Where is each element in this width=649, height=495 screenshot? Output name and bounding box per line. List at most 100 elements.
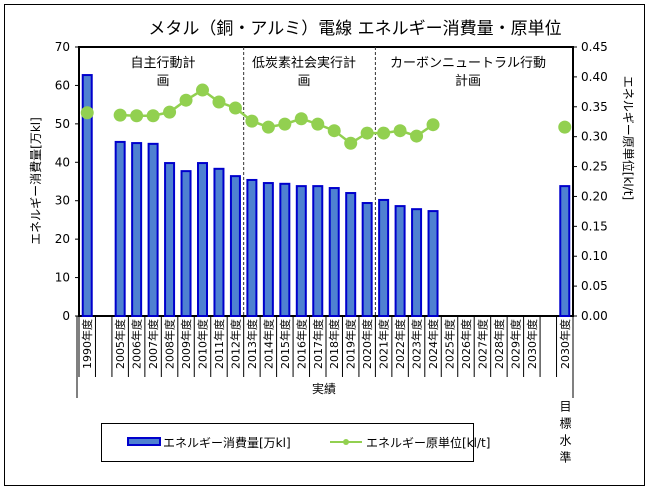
y-left-tick-label: 40 (55, 155, 70, 169)
period-label: 計画 (455, 73, 481, 89)
bar-20 (411, 208, 423, 317)
legend-line-marker (343, 439, 349, 445)
x-tick-label: 2026年度 (459, 319, 473, 369)
x-tick-label: 2023年度 (410, 319, 424, 369)
x-tick-label: 2024年度 (426, 319, 440, 369)
line-point-10 (245, 114, 259, 128)
bar-17 (361, 202, 373, 318)
y-left-tick-label: 30 (55, 194, 70, 208)
y-left-tick-label: 70 (55, 40, 70, 54)
x-tick-label: 2007年度 (146, 319, 160, 369)
x-tick-label: 2021年度 (377, 319, 391, 369)
x-tick-label: 2017年度 (311, 319, 325, 369)
line-point-20 (410, 129, 424, 143)
x-tick-label: 2030年度 (558, 319, 572, 369)
y-right-tick-label: 0.25 (581, 160, 608, 174)
y-left-tick-label: 20 (55, 232, 70, 246)
group-label-actual: 実績 (312, 381, 336, 396)
chart-border (4, 4, 645, 486)
x-tick-label: 2028年度 (492, 319, 506, 369)
y-left-tick-label: 10 (55, 271, 70, 285)
x-tick-label: 2022年度 (393, 319, 407, 369)
line-point-16 (344, 136, 358, 150)
bar-8 (213, 167, 225, 317)
x-tick-label: 2027年度 (475, 319, 489, 369)
bar-5 (164, 162, 176, 317)
bar-6 (180, 170, 192, 317)
bar-18 (378, 198, 390, 317)
line-point-2 (113, 108, 127, 122)
bar-13 (295, 185, 307, 317)
y-right-tick-label: 0.20 (581, 189, 608, 203)
y-left-tick-label: 0 (62, 309, 70, 323)
x-tick-label: 2011年度 (212, 319, 226, 369)
line-point-0 (80, 106, 94, 120)
period-label: 画 (156, 74, 169, 89)
line-point-3 (130, 109, 144, 123)
x-tick-label: 2018年度 (327, 319, 341, 369)
y-right-tick-label: 0.30 (581, 130, 608, 144)
line-point-17 (360, 126, 374, 140)
line-point-15 (327, 124, 341, 138)
y-left-tick-label: 50 (55, 117, 70, 131)
period-label: 画 (297, 74, 310, 89)
bar-0 (81, 74, 93, 317)
legend-bar-swatch (127, 437, 161, 446)
x-tick-label: 2005年度 (113, 319, 127, 369)
x-tick-label: 2009年度 (179, 319, 193, 369)
bar-10 (246, 178, 258, 317)
bar-15 (328, 187, 340, 317)
x-tick-label: 2019年度 (344, 319, 358, 369)
x-tick-label: 2030年度 (525, 319, 539, 369)
x-tick-label: 1990年度 (80, 319, 94, 369)
y-right-tick-label: 0.15 (581, 219, 608, 233)
bar-12 (279, 182, 291, 317)
line-point-13 (294, 112, 308, 126)
line-point-9 (228, 101, 242, 115)
y-right-tick-label: 0.45 (581, 40, 608, 54)
bar-16 (345, 192, 357, 317)
line-point-21 (426, 118, 440, 132)
x-tick-label: 2014年度 (261, 319, 275, 369)
y-right-tick-label: 0.10 (581, 249, 608, 263)
bar-21 (427, 210, 439, 317)
x-tick-label: 2013年度 (245, 319, 259, 369)
line-point-14 (311, 117, 325, 131)
x-tick-label: 2015年度 (278, 319, 292, 369)
line-point-5 (163, 105, 177, 119)
chart-title: メタル（銅・アルミ）電線 エネルギー消費量・原単位 (148, 19, 561, 39)
y-right-tick-label: 0.35 (581, 100, 608, 114)
line-point-11 (261, 120, 275, 134)
bar-11 (262, 182, 274, 317)
line-point-19 (393, 124, 407, 138)
line-point-29 (558, 120, 572, 134)
bar-3 (131, 142, 143, 317)
y-left-tick-label: 60 (55, 78, 70, 92)
legend-line-label: エネルギー原単位[kl/t] (366, 435, 490, 450)
y-right-tick-label: 0.40 (581, 70, 608, 84)
bar-14 (312, 185, 324, 317)
line-point-12 (278, 117, 292, 131)
x-tick-label: 2025年度 (443, 319, 457, 369)
line-point-8 (212, 95, 226, 109)
group-label-target: 目標水準 (558, 400, 572, 468)
period-label: 自主行動計 (130, 55, 195, 71)
period-label: 低炭素社会実行計 (252, 55, 356, 71)
bar-7 (197, 162, 208, 317)
line-point-4 (146, 109, 160, 123)
legend: エネルギー消費量[万kl] エネルギー原単位[kl/t] (101, 423, 490, 462)
x-tick-label: 2008年度 (163, 319, 177, 369)
line-point-18 (377, 126, 391, 140)
legend-bar-label: エネルギー消費量[万kl] (163, 435, 291, 450)
bar-2 (114, 140, 126, 317)
x-tick-label: 2016年度 (294, 319, 308, 369)
period-label: カーボンニュートラル行動 (390, 56, 546, 71)
y-axis-left-label: エネルギー消費量[万kl] (28, 117, 43, 245)
line-point-7 (196, 83, 209, 97)
x-tick-label: 2012年度 (228, 319, 242, 369)
line-point-6 (179, 93, 193, 107)
y-right-tick-label: 0.05 (581, 279, 608, 293)
x-tick-label: 2006年度 (130, 319, 144, 369)
bar-9 (229, 175, 241, 317)
